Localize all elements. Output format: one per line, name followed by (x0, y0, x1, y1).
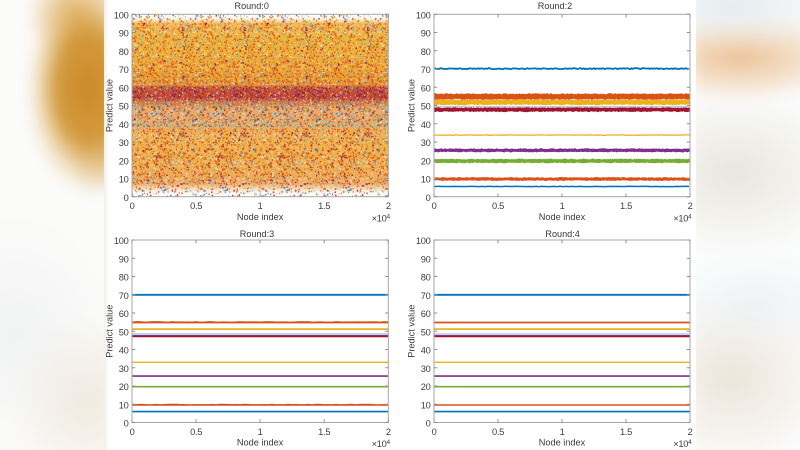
svg-text:90: 90 (119, 29, 129, 39)
svg-text:Node index: Node index (237, 212, 284, 222)
svg-text:80: 80 (119, 273, 129, 283)
svg-text:×104: ×104 (372, 439, 391, 449)
svg-text:0: 0 (130, 201, 135, 211)
svg-text:Predict value: Predict value (105, 79, 115, 132)
svg-text:0: 0 (432, 201, 437, 211)
svg-text:0: 0 (130, 427, 135, 437)
svg-text:30: 30 (119, 364, 129, 374)
svg-text:100: 100 (114, 236, 129, 246)
svg-text:0: 0 (426, 193, 431, 203)
svg-text:80: 80 (421, 273, 431, 283)
svg-text:40: 40 (421, 120, 431, 130)
svg-text:10: 10 (421, 400, 431, 410)
svg-text:100: 100 (114, 11, 129, 21)
svg-text:70: 70 (421, 65, 431, 75)
svg-text:Node index: Node index (237, 438, 284, 448)
svg-text:90: 90 (421, 254, 431, 264)
svg-text:1: 1 (258, 427, 263, 437)
svg-text:50: 50 (421, 327, 431, 337)
svg-text:80: 80 (421, 47, 431, 57)
svg-text:1: 1 (560, 427, 565, 437)
svg-text:2: 2 (386, 201, 391, 211)
svg-text:Round:0: Round:0 (235, 1, 269, 11)
svg-text:2: 2 (688, 201, 693, 211)
svg-text:Node index: Node index (539, 212, 586, 222)
svg-text:10: 10 (119, 400, 129, 410)
svg-text:1.5: 1.5 (620, 201, 632, 211)
svg-text:Predict value: Predict value (105, 305, 115, 358)
svg-text:30: 30 (421, 364, 431, 374)
svg-text:30: 30 (119, 138, 129, 148)
svg-text:100: 100 (416, 11, 431, 21)
svg-text:Round:2: Round:2 (538, 1, 572, 11)
svg-text:20: 20 (119, 156, 129, 166)
svg-text:1.5: 1.5 (318, 427, 330, 437)
svg-text:40: 40 (421, 346, 431, 356)
svg-text:40: 40 (119, 120, 129, 130)
svg-text:0: 0 (124, 193, 129, 203)
svg-text:90: 90 (119, 254, 129, 264)
svg-text:90: 90 (421, 29, 431, 39)
svg-text:20: 20 (421, 156, 431, 166)
svg-text:Node index: Node index (539, 438, 586, 448)
svg-text:50: 50 (421, 102, 431, 112)
svg-text:60: 60 (119, 84, 129, 94)
svg-text:0.5: 0.5 (190, 427, 202, 437)
svg-text:0: 0 (124, 419, 129, 429)
svg-text:0.5: 0.5 (190, 201, 202, 211)
svg-text:1.5: 1.5 (318, 201, 330, 211)
svg-text:30: 30 (421, 138, 431, 148)
svg-text:2: 2 (688, 427, 693, 437)
svg-text:70: 70 (119, 291, 129, 301)
svg-text:20: 20 (119, 382, 129, 392)
svg-text:60: 60 (421, 84, 431, 94)
svg-text:0: 0 (426, 419, 431, 429)
svg-text:20: 20 (421, 382, 431, 392)
svg-text:0.5: 0.5 (492, 201, 504, 211)
svg-text:40: 40 (119, 346, 129, 356)
svg-text:Predict value: Predict value (407, 79, 417, 132)
svg-text:1: 1 (258, 201, 263, 211)
svg-text:70: 70 (119, 65, 129, 75)
svg-text:60: 60 (421, 309, 431, 319)
svg-text:×104: ×104 (673, 439, 692, 449)
svg-text:10: 10 (119, 175, 129, 185)
svg-text:1: 1 (560, 201, 565, 211)
svg-text:70: 70 (421, 291, 431, 301)
svg-text:0.5: 0.5 (492, 427, 504, 437)
svg-text:50: 50 (119, 327, 129, 337)
svg-text:×104: ×104 (673, 213, 692, 223)
svg-text:80: 80 (119, 47, 129, 57)
svg-text:100: 100 (416, 236, 431, 246)
svg-text:Round:4: Round:4 (545, 229, 579, 239)
svg-text:Round:3: Round:3 (240, 229, 274, 239)
svg-text:50: 50 (119, 102, 129, 112)
svg-text:1.5: 1.5 (620, 427, 632, 437)
svg-text:10: 10 (421, 175, 431, 185)
svg-text:2: 2 (386, 427, 391, 437)
svg-text:×104: ×104 (372, 213, 391, 223)
svg-text:60: 60 (119, 309, 129, 319)
svg-text:0: 0 (432, 427, 437, 437)
svg-text:Predict value: Predict value (407, 305, 417, 358)
